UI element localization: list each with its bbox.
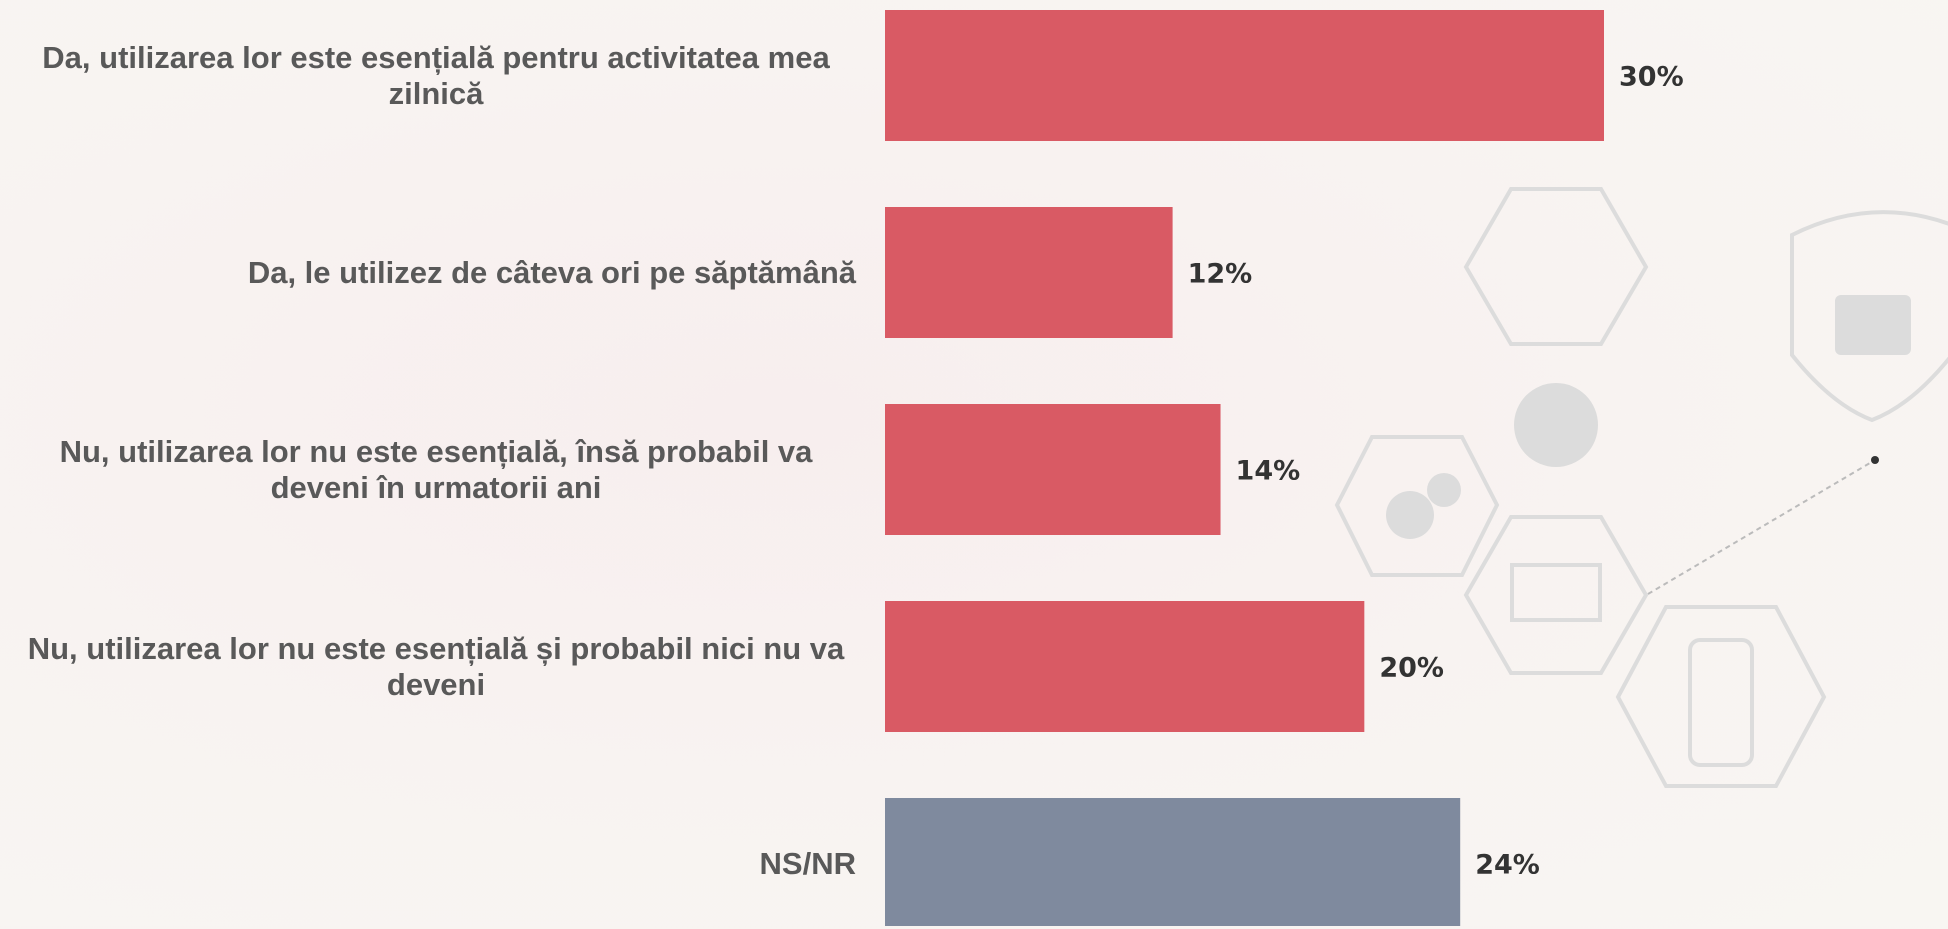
bar: [885, 404, 1221, 535]
gear: [1427, 473, 1461, 507]
value-label: 30%: [1619, 62, 1684, 93]
category-label-box: Nu, utilizarea lor nu este esențială și …: [16, 601, 856, 732]
globe: [1514, 383, 1598, 467]
laptop: [1510, 563, 1602, 622]
category-label: Nu, utilizarea lor nu este esențială și …: [27, 630, 845, 702]
dot: [1871, 456, 1879, 464]
category-label: Nu, utilizarea lor nu este esențială, în…: [59, 433, 813, 505]
bar: [885, 601, 1365, 732]
category-label-box: Da, utilizarea lor este esențială pentru…: [16, 10, 856, 141]
lock: [1835, 295, 1911, 355]
category-label-box: Nu, utilizarea lor nu este esențială, în…: [16, 404, 856, 535]
shield: [1790, 210, 1948, 423]
gear: [1386, 491, 1434, 539]
hexagon: [1615, 605, 1827, 788]
bar: [885, 207, 1173, 338]
value-label: 12%: [1188, 259, 1253, 290]
value-label: 20%: [1379, 653, 1444, 684]
phone: [1688, 638, 1754, 767]
value-label: 24%: [1475, 850, 1540, 881]
bar: [885, 10, 1604, 141]
category-label-box: Da, le utilizez de câteva ori pe săptămâ…: [248, 207, 856, 338]
category-label-box: NS/NR: [760, 798, 856, 929]
hexagon: [1334, 435, 1500, 577]
value-label: 14%: [1236, 456, 1301, 487]
category-label: NS/NR: [759, 845, 856, 881]
category-label: Da, utilizarea lor este esențială pentru…: [42, 39, 830, 111]
hexagon: [1463, 187, 1649, 346]
hexagon: [1463, 515, 1649, 675]
category-label: Da, le utilizez de câteva ori pe săptămâ…: [247, 254, 856, 290]
bar: [885, 798, 1461, 926]
connector: [1647, 459, 1876, 595]
